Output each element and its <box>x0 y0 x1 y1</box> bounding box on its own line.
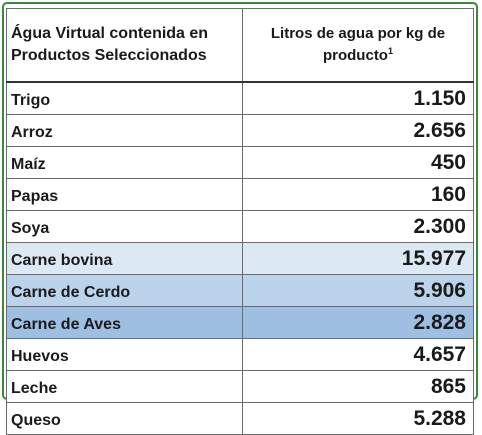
table-row: Carne de Aves 2.828 <box>6 306 474 339</box>
header-product-line1: Água Virtual contenida en <box>11 25 209 42</box>
header-product: Água Virtual contenida en Productos Sele… <box>6 8 243 83</box>
header-liters: Litros de agua por kg de producto1 <box>242 8 474 83</box>
product-name: Leche <box>6 370 243 403</box>
liters-value: 2.828 <box>242 306 474 339</box>
liters-value: 2.300 <box>242 210 474 243</box>
header-liters-line1: Litros de agua por kg de <box>270 25 446 42</box>
liters-value: 5.906 <box>242 274 474 307</box>
product-name: Papas <box>6 178 243 211</box>
liters-value: 450 <box>242 146 474 179</box>
product-name: Maíz <box>6 146 243 179</box>
table-row: Carne de Cerdo 5.906 <box>6 274 474 307</box>
product-name: Soya <box>6 210 243 243</box>
table-row: Maíz 450 <box>6 146 474 179</box>
product-name: Carne de Cerdo <box>6 274 243 307</box>
liters-value: 1.150 <box>242 81 474 115</box>
product-name: Huevos <box>6 338 243 371</box>
table-header-row: Água Virtual contenida en Productos Sele… <box>6 8 474 83</box>
table-row: Huevos 4.657 <box>6 338 474 371</box>
table-row: Papas 160 <box>6 178 474 211</box>
table-row: Queso 5.288 <box>6 402 474 435</box>
product-name: Trigo <box>6 81 243 115</box>
table-row: Arroz 2.656 <box>6 114 474 147</box>
table-row: Carne bovina 15.977 <box>6 242 474 275</box>
product-name: Carne bovina <box>6 242 243 275</box>
table-row: Trigo 1.150 <box>6 81 474 115</box>
product-name: Arroz <box>6 114 243 147</box>
liters-value: 160 <box>242 178 474 211</box>
liters-value: 4.657 <box>242 338 474 371</box>
table-row: Leche 865 <box>6 370 474 403</box>
liters-value: 5.288 <box>242 402 474 435</box>
table-row: Soya 2.300 <box>6 210 474 243</box>
footnote-marker: 1 <box>387 46 393 56</box>
virtual-water-table: Água Virtual contenida en Productos Sele… <box>6 8 474 435</box>
liters-value: 15.977 <box>242 242 474 275</box>
liters-value: 2.656 <box>242 114 474 147</box>
header-liters-line2: producto <box>322 47 388 64</box>
product-name: Queso <box>6 402 243 435</box>
product-name: Carne de Aves <box>6 306 243 339</box>
header-product-line2: Productos Seleccionados <box>11 47 207 64</box>
liters-value: 865 <box>242 370 474 403</box>
